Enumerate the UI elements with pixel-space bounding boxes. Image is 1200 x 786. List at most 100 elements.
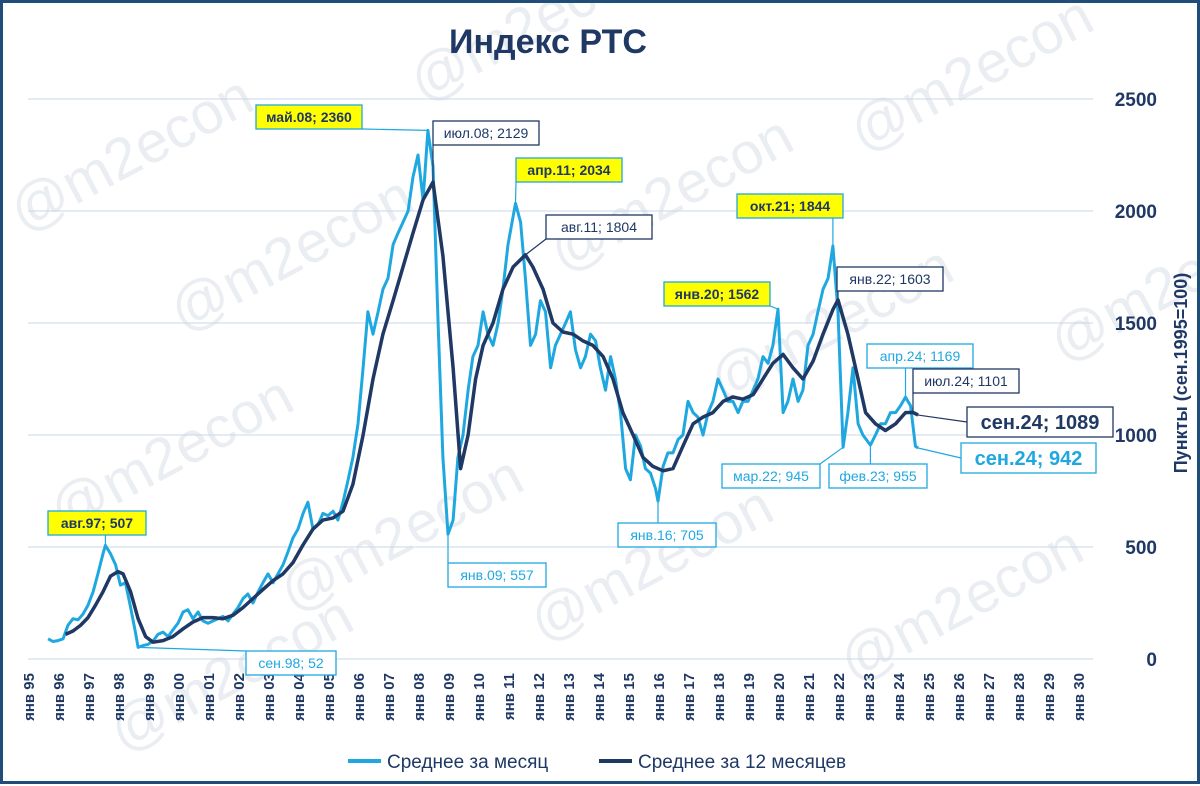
x-tick-label: янв 00: [171, 673, 188, 721]
x-tick-label: янв 01: [201, 673, 218, 721]
annotation-box: [47, 510, 147, 536]
watermark-text: @m2econ: [3, 63, 263, 245]
x-tick-label: янв 02: [231, 673, 248, 721]
watermark-text: @m2econ: [829, 513, 1094, 695]
annotation-box: [828, 463, 928, 489]
annotation-label: янв.20; 1562: [675, 286, 760, 302]
annotation-box: [432, 120, 540, 146]
annotation: июл.24; 1101: [912, 368, 1020, 413]
x-tick-label: янв 09: [441, 673, 458, 721]
x-tick-label: янв 26: [951, 673, 968, 721]
annotation-label: янв.22; 1603: [849, 271, 930, 287]
annotation-leader: [769, 305, 779, 310]
annotation: сен.24; 1089: [918, 406, 1114, 438]
x-tick-label: янв 95: [21, 673, 38, 721]
annotation-box: [663, 281, 771, 307]
y-axis-label: Пункты (сен.1995=100): [1171, 273, 1191, 474]
x-tick-label: янв 20: [771, 673, 788, 721]
annotation-label: сен.98; 52: [258, 655, 324, 671]
annotation-box: [960, 442, 1097, 474]
x-tick-label: янв 25: [921, 673, 938, 721]
x-tick-label: янв 04: [291, 672, 308, 721]
annotation-label: май.08; 2360: [266, 109, 352, 125]
x-tick-label: янв 15: [621, 673, 638, 721]
annotation-leader: [514, 181, 517, 204]
watermark-text: @m2econ: [839, 3, 1104, 164]
x-tick-label: янв 03: [261, 673, 278, 721]
annotation-label: фев.23; 955: [839, 468, 917, 484]
annotation: сен.98; 52: [138, 646, 337, 676]
x-tick-label: янв 27: [981, 673, 998, 721]
y-tick-label: 500: [1125, 538, 1157, 559]
y-tick-label: 2500: [1115, 90, 1157, 111]
x-tick-label: янв 05: [321, 673, 338, 721]
annotation-box: [736, 193, 844, 219]
y-tick-label: 0: [1146, 650, 1157, 671]
annotation: июл.08; 2129: [432, 120, 540, 183]
annotation-label: мар.22; 945: [733, 468, 809, 484]
x-tick-label: янв 24: [891, 672, 908, 721]
annotation-box: [545, 214, 653, 240]
y-axis-ticks: 0 500 1000 1500 2000 2500: [1115, 90, 1157, 671]
series-line-12m: [64, 180, 919, 644]
x-tick-label: янв 29: [1041, 673, 1058, 721]
annotation-label: янв.09; 557: [460, 567, 534, 583]
annotation-label: авг.11; 1804: [561, 219, 637, 235]
annotation: янв.20; 1562: [663, 281, 779, 310]
annotation: янв.22; 1603: [836, 266, 944, 300]
x-tick-label: янв 14: [591, 672, 608, 721]
x-tick-label: янв 17: [681, 673, 698, 721]
annotation: мар.22; 945: [721, 446, 844, 489]
y-tick-label: 1500: [1115, 314, 1157, 335]
x-tick-label: янв 97: [81, 673, 98, 721]
chart-title: Индекс РТС: [449, 23, 647, 61]
annotation-label: окт.21; 1844: [750, 198, 831, 214]
annotation-leader: [819, 446, 844, 465]
annotation: май.08; 2360: [255, 104, 428, 131]
x-tick-label: янв 11: [501, 673, 518, 720]
series-line-monthly: [47, 128, 919, 649]
x-tick-label: янв 98: [111, 673, 128, 721]
x-tick-label: янв 21: [801, 673, 818, 721]
annotation: фев.23; 955: [828, 445, 928, 489]
x-tick-label: янв 30: [1071, 673, 1088, 721]
annotation-label: июл.08; 2129: [444, 125, 529, 141]
watermark-text: @m2econ: [519, 473, 784, 655]
annotation-label: сен.24; 942: [975, 448, 1083, 470]
annotation-label: янв.16; 705: [630, 527, 704, 543]
annotation-leader: [361, 128, 428, 131]
annotation: авг.11; 1804: [525, 214, 653, 256]
y-tick-label: 2000: [1115, 202, 1157, 223]
annotation: окт.21; 1844: [736, 193, 844, 246]
annotation-leader: [917, 447, 962, 459]
annotation-box: [966, 406, 1114, 438]
watermark-text: @m2econ: [159, 163, 424, 345]
annotation-box: [866, 343, 974, 369]
annotation-label: апр.24; 1169: [880, 348, 961, 364]
x-tick-label: янв 28: [1011, 673, 1028, 721]
annotation-box: [836, 266, 944, 292]
x-tick-label: янв 22: [831, 673, 848, 721]
annotation-box: [255, 104, 363, 130]
annotation-label: июл.24; 1101: [924, 373, 1008, 389]
annotation-leader: [138, 646, 247, 652]
annotation: сен.24; 942: [917, 442, 1097, 474]
series-lines: [47, 128, 919, 649]
x-tick-label: янв 99: [141, 673, 158, 721]
legend-label-12m: Среднее за 12 месяцев: [638, 752, 846, 773]
annotation: апр.24; 1169: [866, 343, 974, 398]
legend-label-monthly: Среднее за месяц: [387, 752, 548, 773]
annotation-label: авг.97; 507: [61, 515, 133, 531]
annotation-box: [245, 650, 337, 676]
annotation: янв.09; 557: [447, 534, 547, 588]
x-tick-label: янв 96: [51, 673, 68, 721]
annotation-box: [617, 522, 717, 548]
annotation-label: апр.11; 2034: [527, 162, 610, 178]
x-tick-label: янв 13: [561, 673, 578, 721]
legend: Среднее за месяц Среднее за 12 месяцев: [348, 752, 846, 773]
annotation-box: [447, 562, 547, 588]
x-tick-label: янв 19: [741, 673, 758, 721]
annotation-box: [912, 368, 1020, 394]
